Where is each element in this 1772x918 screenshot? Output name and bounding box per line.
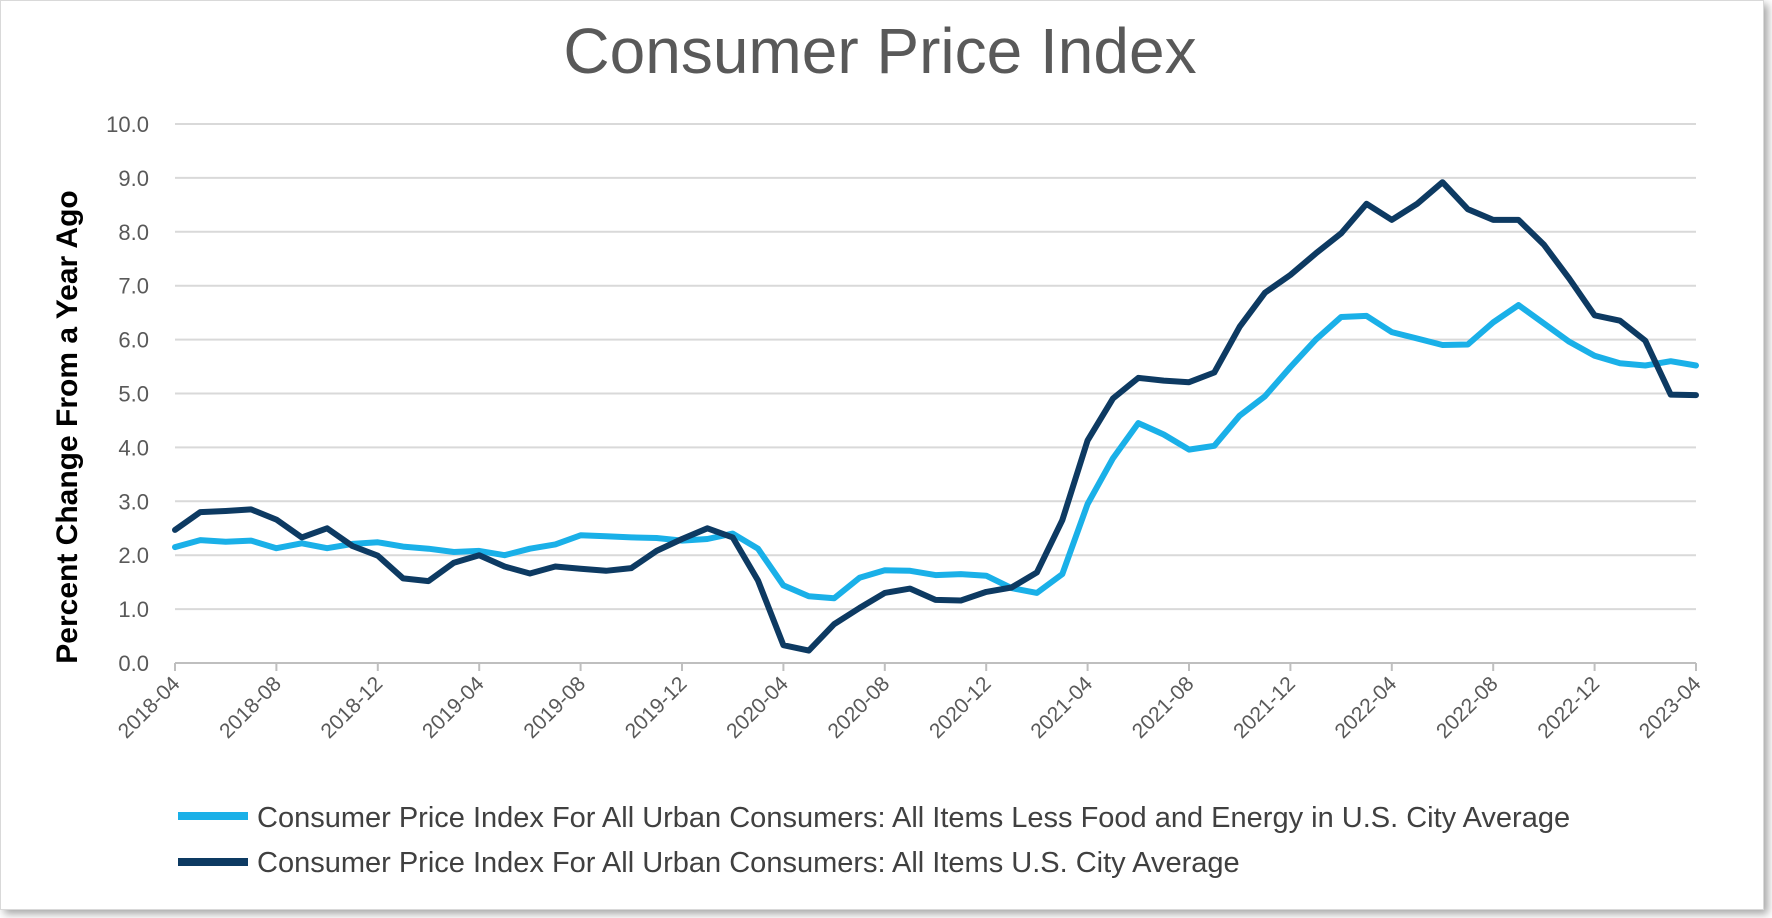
legend-label-all-items: Consumer Price Index For All Urban Consu…: [257, 847, 1240, 879]
x-tick-label: 2021-08: [1128, 672, 1199, 743]
y-tick-label: 7.0: [118, 274, 149, 299]
y-tick-label: 5.0: [118, 382, 149, 407]
x-tick-label: 2022-08: [1432, 672, 1503, 743]
grid-lines: [175, 123, 1696, 664]
y-tick-label: 3.0: [118, 489, 149, 514]
x-tick-label: 2019-04: [418, 672, 489, 743]
legend-label-core: Consumer Price Index For All Urban Consu…: [257, 802, 1570, 834]
series-line-core-cpi: [172, 302, 1699, 602]
x-tick-label: 2020-04: [722, 672, 793, 743]
x-tick-labels: 2018-04 2018-08 2018-12 2019-04 2019-08 2019-…: [114, 663, 1706, 743]
x-tick-label: 2018-04: [114, 672, 185, 743]
chart-title: Consumer Price Index: [563, 15, 1196, 87]
y-axis-label: Percent Change From a Year Ago: [51, 190, 84, 663]
y-tick-label: 6.0: [118, 328, 149, 353]
x-tick-label: 2021-04: [1026, 672, 1097, 743]
y-tick-label: 0.0: [118, 651, 149, 676]
x-tick-label: 2020-12: [925, 672, 996, 743]
x-tick-label: 2018-12: [317, 672, 388, 743]
x-tick-label: 2019-12: [621, 672, 692, 743]
x-tick-label: 2023-04: [1635, 672, 1706, 743]
y-tick-label: 4.0: [118, 435, 149, 460]
x-tick-label: 2020-08: [824, 672, 895, 743]
y-tick-label: 8.0: [118, 220, 149, 245]
y-tick-label: 10.0: [106, 112, 149, 137]
y-tick-label: 2.0: [118, 543, 149, 568]
x-tick-label: 2021-12: [1229, 672, 1300, 743]
x-tick-label: 2018-08: [215, 672, 286, 743]
legend: Consumer Price Index For All Urban Consu…: [178, 802, 1570, 879]
y-tick-label: 9.0: [118, 166, 149, 191]
series-lines: [172, 179, 1699, 654]
x-tick-label: 2019-08: [519, 672, 590, 743]
y-tick-label: 1.0: [118, 597, 149, 622]
x-tick-label: 2022-04: [1331, 672, 1402, 743]
x-tick-label: 2022-12: [1533, 672, 1604, 743]
y-tick-labels: 0.0 1.0 2.0 3.0 4.0 5.0 6.0 7.0 8.0 9.0 10.0: [106, 112, 149, 676]
series-line-all-items-cpi: [172, 179, 1699, 654]
